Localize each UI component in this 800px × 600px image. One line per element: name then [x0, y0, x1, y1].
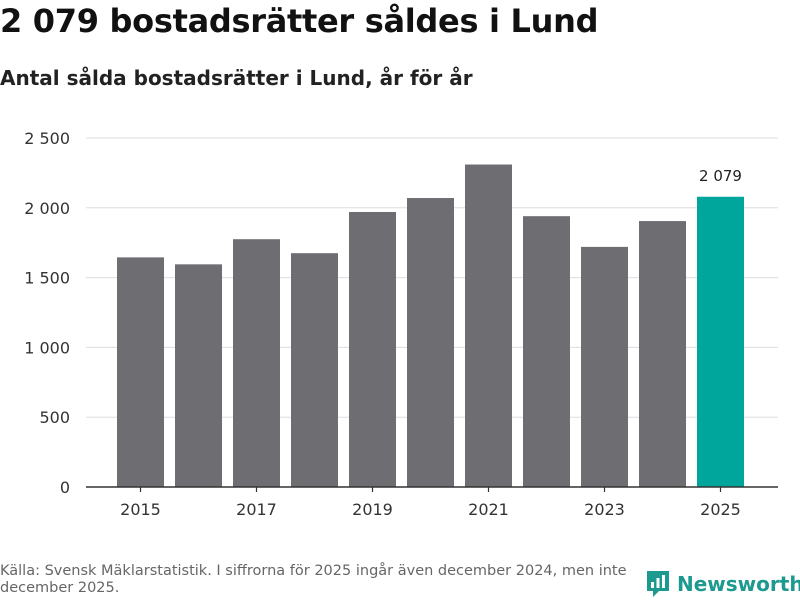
bar — [639, 221, 686, 487]
y-tick-label: 500 — [39, 408, 70, 427]
x-tick-label: 2017 — [236, 500, 277, 519]
x-tick-label: 2025 — [700, 500, 741, 519]
bar — [581, 246, 628, 487]
bar — [175, 264, 222, 487]
y-tick-label: 0 — [60, 478, 70, 497]
y-tick-label: 2 500 — [24, 129, 70, 148]
bar — [349, 211, 396, 487]
bar — [233, 239, 280, 487]
bar — [697, 196, 744, 487]
x-tick-label: 2023 — [584, 500, 625, 519]
bar — [291, 253, 338, 487]
y-tick-label: 2 000 — [24, 199, 70, 218]
bar — [407, 198, 454, 487]
y-tick-label: 1 500 — [24, 269, 70, 288]
x-tick-label: 2019 — [352, 500, 393, 519]
page-title: 2 079 bostadsrätter såldes i Lund — [0, 2, 599, 40]
x-tick-label: 2015 — [120, 500, 161, 519]
data-labels: 2 079 — [699, 167, 742, 185]
page-subtitle: Antal sålda bostadsrätter i Lund, år för… — [0, 66, 473, 90]
bar-chart: 0 500 1 000 1 500 2 000 2 500 2015 2017 2019 2021… — [24, 129, 778, 519]
x-tick-label: 2021 — [468, 500, 509, 519]
bars — [117, 164, 744, 488]
bar — [523, 216, 570, 487]
axes: 0 500 1 000 1 500 2 000 2 500 2015 2017 2019 2021… — [24, 129, 778, 519]
bar-data-label: 2 079 — [699, 167, 742, 185]
brand-name: Newsworthy — [677, 572, 800, 596]
bar — [117, 257, 164, 487]
source-note: Källa: Svensk Mäklarstatistik. I siffror… — [0, 563, 627, 596]
brand-logo: Newsworthy — [645, 568, 800, 600]
y-tick-label: 1 000 — [24, 338, 70, 357]
newsworthy-logo-icon — [647, 571, 669, 597]
bar — [465, 164, 512, 488]
